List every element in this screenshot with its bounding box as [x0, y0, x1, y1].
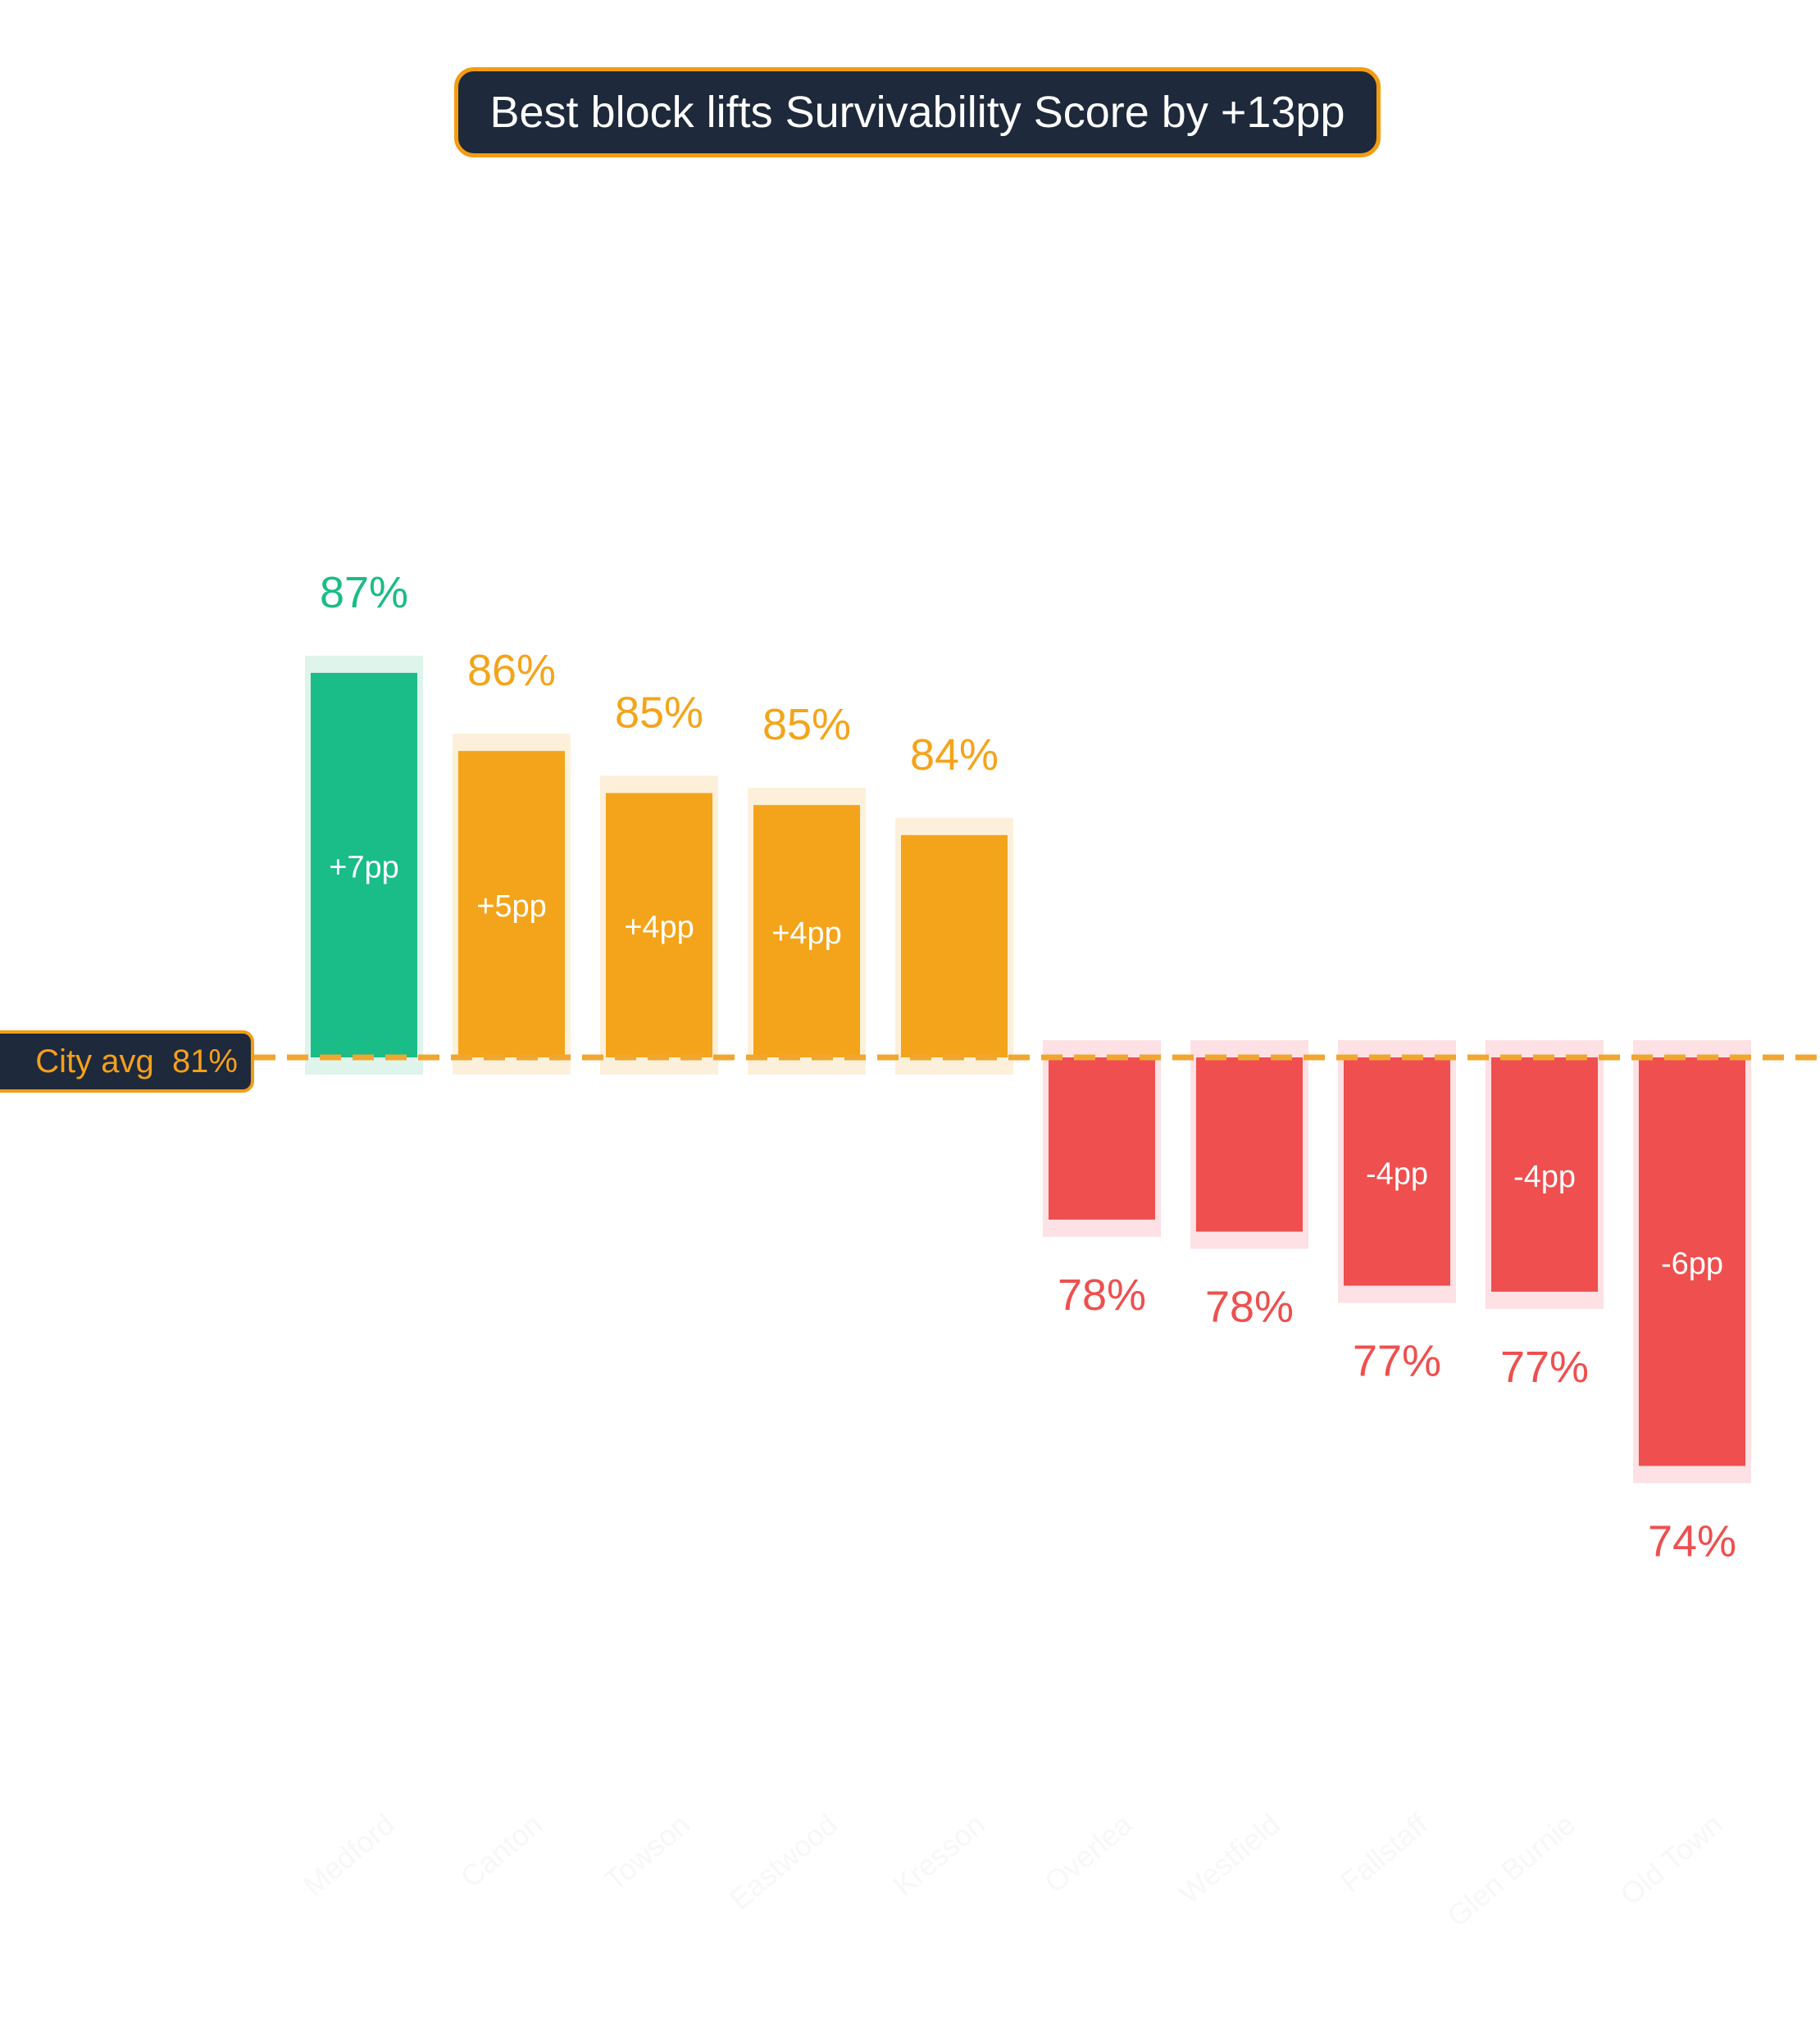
delta-label: +5pp: [476, 889, 547, 924]
baseline-label: City avg 81%: [0, 1030, 254, 1093]
category-label: Old Town: [1613, 1807, 1729, 1911]
bar: [1491, 1057, 1598, 1292]
category-label: Kresson: [887, 1807, 992, 1902]
delta-label: -4pp: [1513, 1160, 1576, 1194]
value-label: 78%: [1205, 1283, 1294, 1332]
bar: [311, 672, 417, 1057]
bar: [606, 793, 712, 1057]
category-label: Medford: [297, 1807, 402, 1902]
category-label: Eastwood: [723, 1807, 844, 1916]
delta-label: -4pp: [1366, 1157, 1428, 1191]
category-label: Canton: [454, 1807, 548, 1894]
category-label: Westfield: [1172, 1807, 1286, 1911]
value-label: 78%: [1058, 1271, 1146, 1320]
value-label: 74%: [1648, 1516, 1736, 1566]
value-label: 86%: [467, 646, 556, 695]
value-label: 85%: [615, 688, 703, 737]
category-label: Fallstaff: [1334, 1807, 1435, 1899]
bar: [1196, 1057, 1303, 1232]
value-label: 85%: [762, 700, 851, 749]
bar: [1639, 1057, 1745, 1466]
bar: [901, 834, 1008, 1057]
value-label: 77%: [1500, 1343, 1589, 1392]
chart-title: Best block lifts Survivability Score by …: [454, 67, 1381, 157]
delta-label: -6pp: [1661, 1247, 1723, 1281]
bar: [753, 805, 860, 1057]
bar: [458, 751, 565, 1057]
delta-label: +7pp: [329, 850, 399, 884]
category-label: Towson: [598, 1807, 696, 1898]
category-label: Glen Burnie: [1440, 1807, 1581, 1934]
baseline-label-text: City avg: [35, 1043, 154, 1080]
value-label: 87%: [320, 568, 408, 617]
value-label: 84%: [910, 730, 999, 780]
bar: [1049, 1057, 1155, 1220]
bar: [1344, 1057, 1450, 1286]
delta-label: +4pp: [624, 911, 694, 945]
value-label: 77%: [1353, 1337, 1441, 1386]
category-label: Overlea: [1038, 1807, 1140, 1899]
baseline-value-text: 81%: [171, 1043, 238, 1080]
delta-label: +4pp: [771, 916, 842, 951]
